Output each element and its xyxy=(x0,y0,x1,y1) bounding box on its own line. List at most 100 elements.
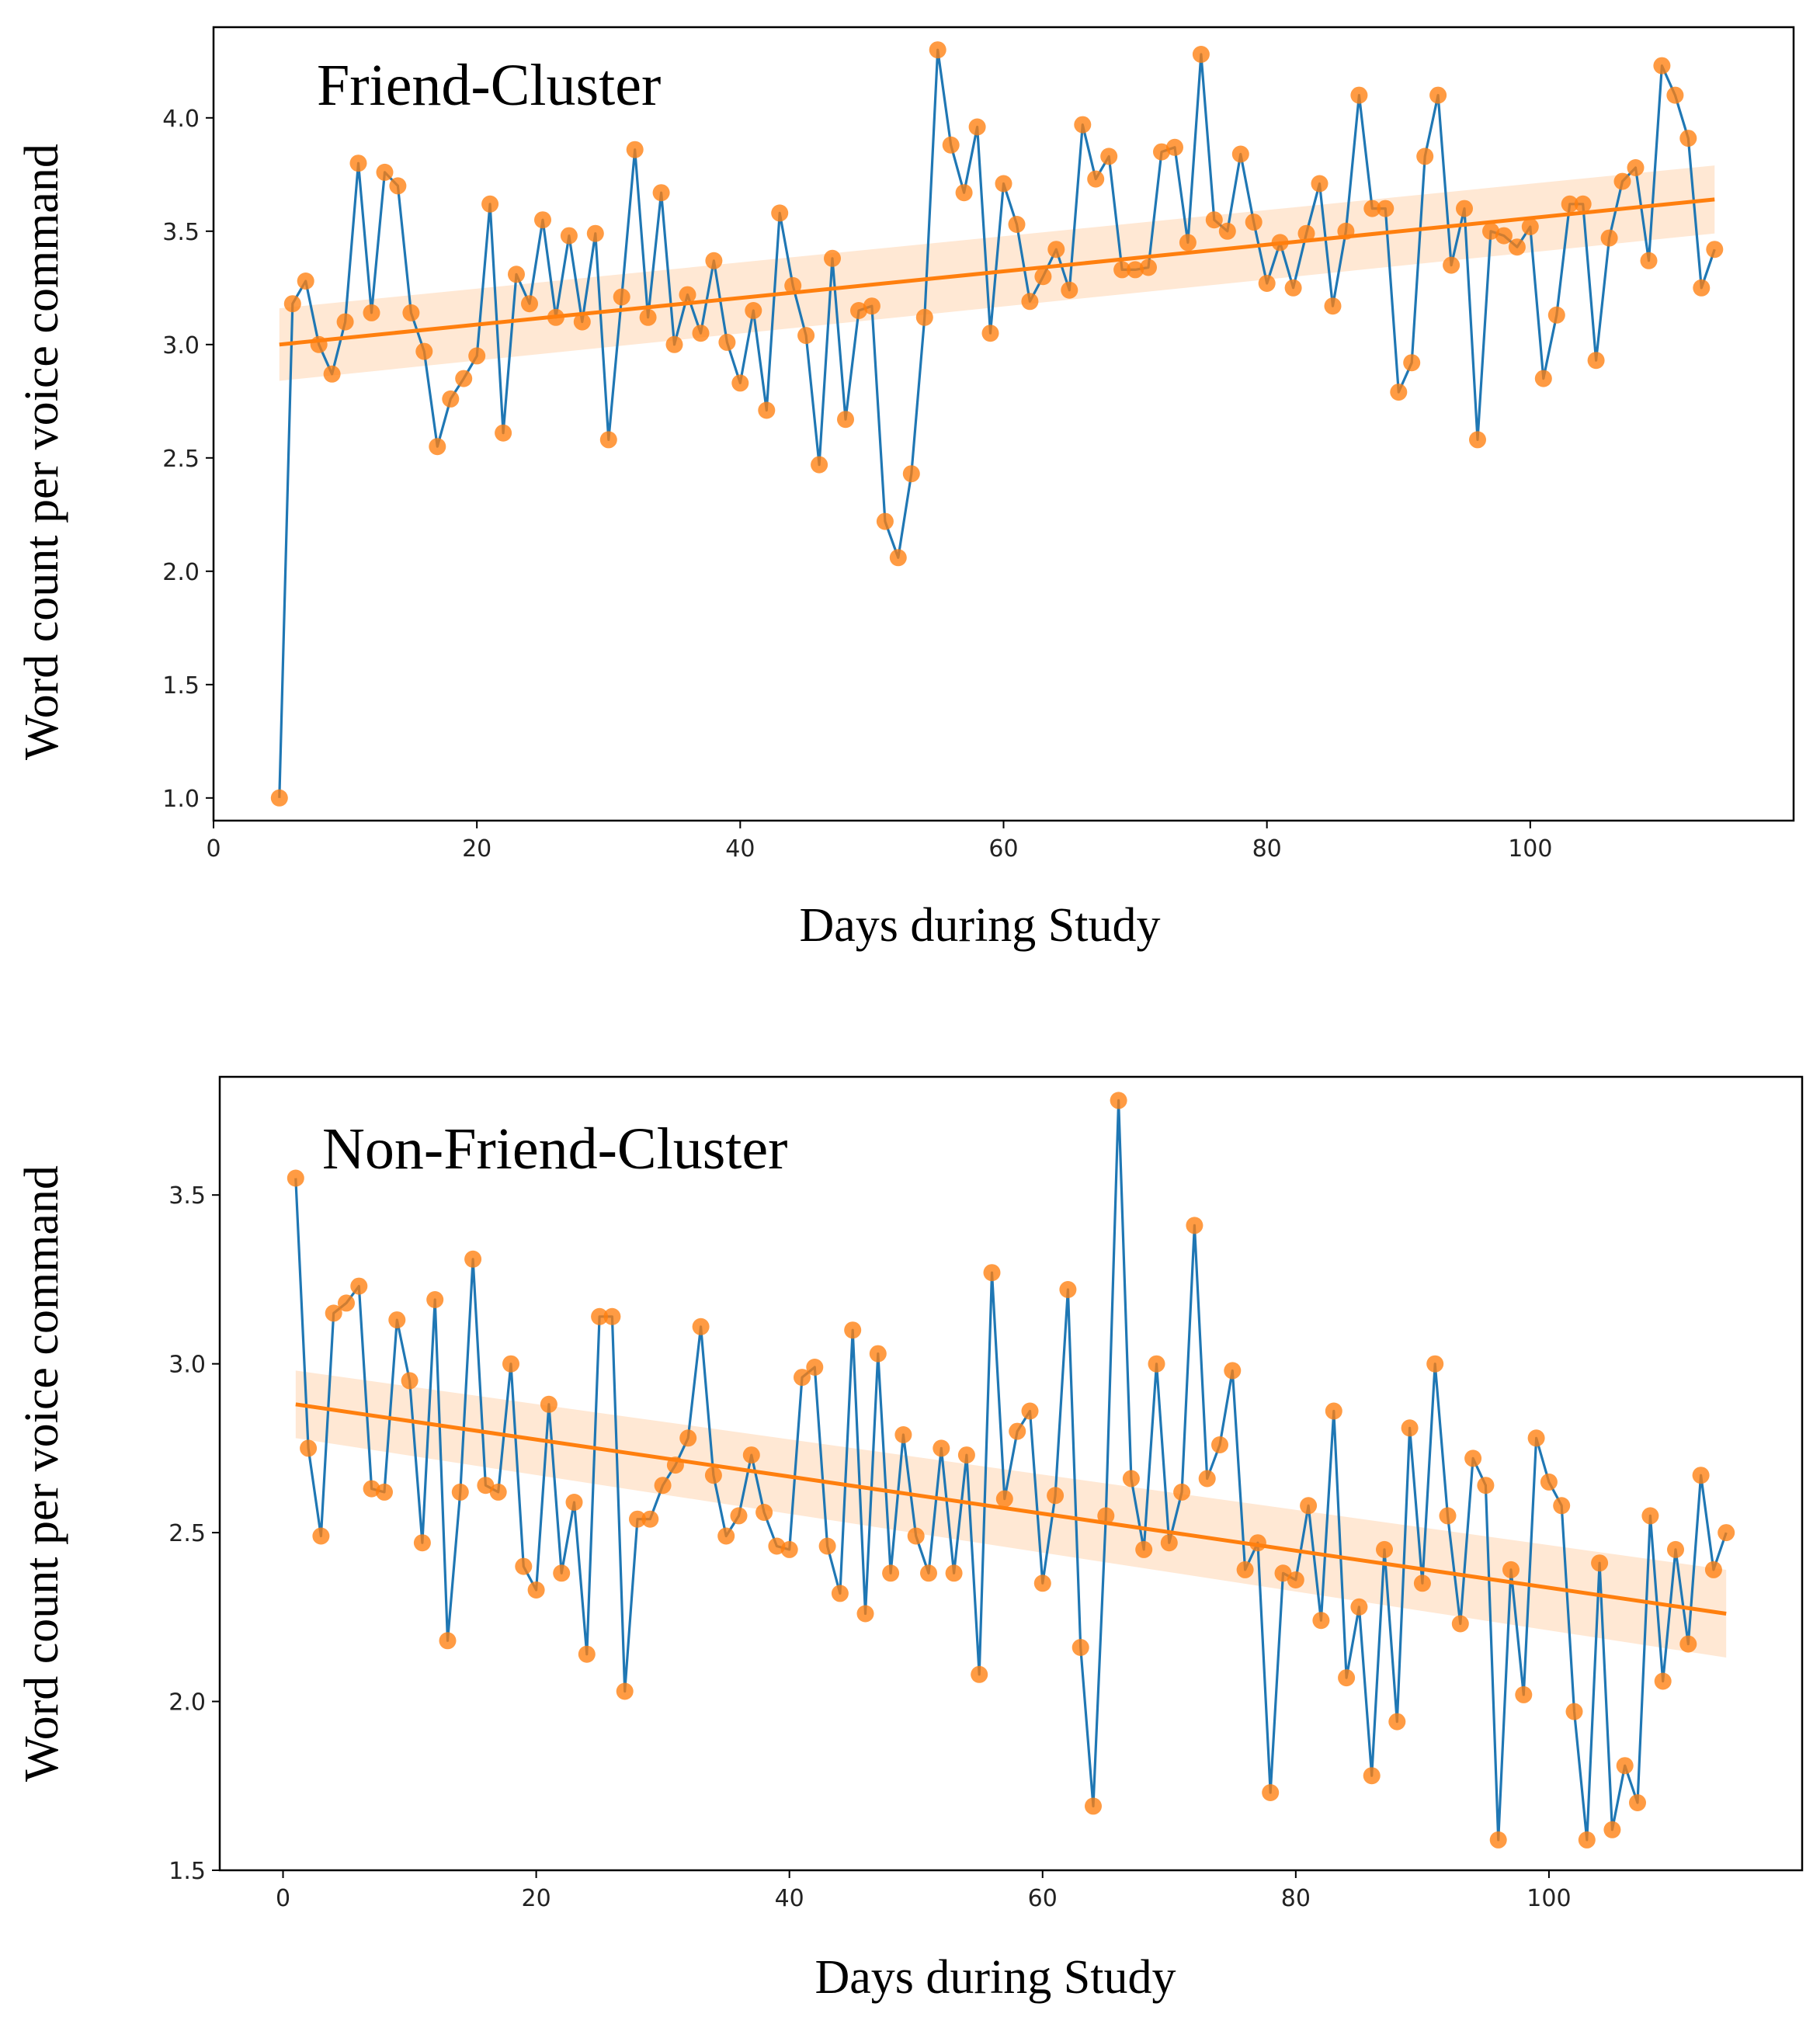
friend-cluster-data-point xyxy=(915,308,933,326)
non-friend-cluster-data-point xyxy=(1667,1540,1684,1558)
friend-cluster-data-point xyxy=(1297,224,1315,242)
friend-cluster-data-point xyxy=(745,302,762,319)
non-friend-cluster-data-point xyxy=(1426,1355,1444,1373)
friend-cluster-data-point xyxy=(1074,116,1092,134)
non-friend-cluster-chart: 0 20 40 60 80 100 1.5 2.0 2.5 3.0 3.5 Non-Friend-… xyxy=(16,1075,1804,2004)
friend-cluster-data-point xyxy=(876,512,894,530)
non-friend-cluster-data-point xyxy=(439,1632,457,1650)
non-friend-cluster-y-tick-label: 2.5 xyxy=(168,1520,206,1547)
friend-cluster-data-point xyxy=(1403,354,1421,372)
friend-cluster-data-point xyxy=(283,295,301,313)
non-friend-cluster-data-point xyxy=(1616,1757,1634,1775)
non-friend-cluster-data-point xyxy=(831,1585,849,1602)
non-friend-cluster-data-point xyxy=(603,1307,621,1325)
non-friend-cluster-data-point xyxy=(679,1429,697,1447)
non-friend-cluster-data-point xyxy=(1413,1574,1431,1592)
non-friend-cluster-trend-line xyxy=(295,1402,1727,1616)
non-friend-cluster-data-point xyxy=(1502,1561,1520,1578)
non-friend-cluster-y-tick-label: 2.0 xyxy=(168,1689,206,1717)
friend-cluster-x-tick-label: 80 xyxy=(1252,835,1282,863)
friend-cluster-data-point xyxy=(1258,275,1276,292)
friend-cluster-x-tick-label: 20 xyxy=(462,835,491,863)
friend-cluster-data-point xyxy=(363,304,380,321)
non-friend-cluster-data-point xyxy=(1186,1217,1203,1234)
friend-cluster-data-point xyxy=(1337,222,1355,240)
non-friend-cluster-data-point xyxy=(1477,1477,1495,1495)
non-friend-cluster-data-point xyxy=(856,1605,874,1623)
non-friend-cluster-data-point xyxy=(641,1510,659,1528)
friend-cluster-data-point xyxy=(547,308,564,326)
non-friend-cluster-data-point xyxy=(1704,1561,1722,1578)
non-friend-cluster-data-point xyxy=(426,1291,444,1308)
non-friend-cluster-data-point xyxy=(1249,1534,1266,1552)
non-friend-cluster-x-tick-label: 60 xyxy=(1028,1885,1058,1912)
friend-cluster-data-point xyxy=(1416,148,1434,165)
non-friend-cluster-plot-frame xyxy=(218,1075,1804,1872)
friend-cluster-data-point xyxy=(1679,130,1697,148)
non-friend-cluster-data-point xyxy=(502,1355,519,1373)
friend-cluster-data-point xyxy=(389,177,407,195)
non-friend-cluster-data-point xyxy=(464,1250,482,1268)
friend-cluster-data-point xyxy=(968,118,986,136)
friend-cluster-data-point xyxy=(1271,234,1289,252)
non-friend-cluster-data-point xyxy=(1110,1092,1127,1109)
non-friend-cluster-data-point xyxy=(945,1564,963,1582)
friend-cluster-data-point xyxy=(534,211,551,229)
friend-cluster-data-point xyxy=(1140,259,1157,276)
friend-cluster-data-point xyxy=(1047,241,1065,259)
friend-cluster-data-point xyxy=(495,424,512,442)
non-friend-cluster-data-point xyxy=(1085,1797,1102,1815)
non-friend-cluster-data-point xyxy=(1224,1362,1242,1380)
friend-cluster-data-point xyxy=(1390,384,1408,401)
friend-cluster-data-point xyxy=(1350,86,1368,104)
friend-cluster-y-tick-label: 1.0 xyxy=(162,786,200,813)
friend-cluster-data-point xyxy=(1693,279,1711,297)
non-friend-cluster-data-point xyxy=(869,1345,887,1363)
non-friend-cluster-data-point xyxy=(882,1564,900,1582)
friend-cluster-chart: 0 20 40 60 80 100 1.0 1.5 2.0 2.5 3.0 3.5 4.0 Frien… xyxy=(16,26,1795,952)
friend-cluster-data-point xyxy=(1547,306,1565,324)
friend-cluster-data-point xyxy=(731,374,749,392)
non-friend-cluster-data-point xyxy=(818,1537,836,1555)
friend-cluster-data-point xyxy=(613,288,630,306)
non-friend-cluster-data-point xyxy=(983,1264,1001,1282)
non-friend-cluster-data-point xyxy=(1198,1470,1216,1488)
friend-cluster-data-point xyxy=(718,333,736,351)
friend-cluster-data-point xyxy=(323,365,341,383)
friend-cluster-data-point xyxy=(1153,143,1170,161)
friend-cluster-data-point xyxy=(1443,256,1461,274)
friend-cluster-data-point xyxy=(639,308,657,326)
non-friend-cluster-data-point xyxy=(806,1359,824,1376)
non-friend-cluster-data-point xyxy=(300,1439,318,1457)
non-friend-cluster-title: Non-Friend-Cluster xyxy=(322,1116,787,1182)
non-friend-cluster-x-tick-label: 80 xyxy=(1281,1885,1311,1912)
non-friend-cluster-x-tick-label: 20 xyxy=(522,1885,551,1912)
non-friend-cluster-data-point xyxy=(413,1534,431,1552)
friend-cluster-data-point xyxy=(863,297,880,315)
non-friend-cluster-y-tick-label: 3.0 xyxy=(168,1352,206,1379)
friend-cluster-data-point xyxy=(336,313,354,331)
non-friend-cluster-data-point xyxy=(325,1304,342,1322)
friend-cluster-data-point xyxy=(837,411,854,429)
non-friend-cluster-data-point xyxy=(794,1369,811,1387)
non-friend-cluster-data-point xyxy=(1097,1507,1115,1525)
friend-cluster-data-point xyxy=(981,325,999,342)
friend-cluster-y-tick-label: 4.0 xyxy=(162,106,200,133)
non-friend-cluster-x-tick-label: 0 xyxy=(276,1885,290,1912)
non-friend-cluster-data-point xyxy=(591,1307,609,1325)
non-friend-cluster-data-point xyxy=(1540,1473,1558,1491)
non-friend-cluster-data-point xyxy=(287,1169,304,1187)
non-friend-cluster-data-point xyxy=(1654,1672,1672,1690)
non-friend-cluster-data-point xyxy=(692,1318,710,1335)
friend-cluster-data-point xyxy=(1495,227,1513,245)
friend-cluster-data-point xyxy=(481,195,499,213)
friend-cluster-data-point xyxy=(1113,261,1131,279)
friend-cluster-data-point xyxy=(1008,216,1026,233)
friend-cluster-data-point xyxy=(889,549,907,567)
non-friend-cluster-data-point xyxy=(1641,1507,1659,1525)
friend-cluster-data-point xyxy=(1640,252,1658,269)
friend-cluster-data-point xyxy=(455,370,473,387)
non-friend-cluster-data-point xyxy=(401,1372,419,1390)
non-friend-cluster-data-point xyxy=(1363,1767,1381,1785)
friend-cluster-data-point xyxy=(415,342,433,360)
